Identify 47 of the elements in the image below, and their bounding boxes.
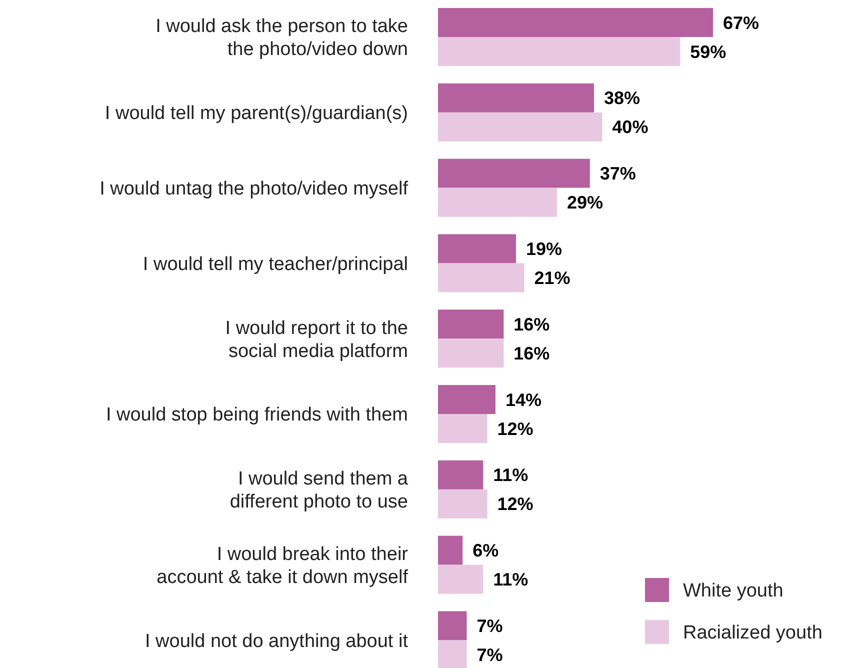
bar: [438, 37, 680, 66]
data-label: 40%: [612, 117, 648, 138]
y-tick-label: I would report it to the social media platform: [225, 318, 408, 362]
data-label: 16%: [514, 314, 550, 334]
data-label: 59%: [690, 42, 726, 62]
data-label: 7%: [476, 645, 503, 665]
data-label: 12%: [497, 418, 534, 439]
data-label: 12%: [497, 494, 534, 514]
bar: [438, 263, 524, 292]
data-label: 16%: [514, 343, 550, 364]
y-tick-label: I would send them a different photo to use: [230, 468, 408, 513]
data-label: 29%: [567, 192, 604, 213]
y-tick-label: I would break into their account & take it down myself: [156, 544, 409, 588]
bar: [438, 640, 467, 668]
y-tick-label: I would untag the photo/video myself: [100, 178, 409, 200]
data-label: 11%: [493, 465, 528, 486]
bar: [438, 234, 516, 264]
bar: [438, 414, 488, 443]
y-tick-label: I would tell my parent(s)/guardian(s): [104, 103, 408, 124]
data-label: 38%: [604, 88, 640, 108]
data-label: 6%: [472, 540, 499, 561]
bar: [438, 83, 594, 112]
legend-label: Racialized youth: [683, 622, 822, 644]
data-label: 67%: [723, 12, 760, 33]
data-label: 37%: [600, 164, 636, 184]
bar: [438, 385, 496, 414]
bar: [438, 158, 590, 188]
bar: [438, 310, 504, 339]
y-tick-label: I would tell my teacher/principal: [142, 254, 408, 275]
bar: [438, 564, 484, 594]
bar: [438, 338, 504, 368]
bar: [438, 8, 713, 37]
data-label: 11%: [493, 570, 528, 590]
y-tick-label: I would ask the person to take the photo/video down: [156, 16, 408, 60]
y-tick-label: I would stop being friends with them: [106, 404, 408, 426]
bar: [438, 489, 488, 518]
data-label: 19%: [526, 239, 562, 259]
data-label: 21%: [534, 268, 570, 288]
y-tick-label: I would not do anything about it: [144, 630, 409, 652]
bar: [438, 611, 467, 640]
bar: [438, 112, 602, 142]
data-label: 7%: [476, 616, 503, 636]
bar: [438, 536, 463, 565]
legend-label: White youth: [683, 580, 784, 602]
bar: [438, 188, 558, 217]
data-label: 14%: [505, 390, 542, 410]
bar: [438, 460, 484, 490]
